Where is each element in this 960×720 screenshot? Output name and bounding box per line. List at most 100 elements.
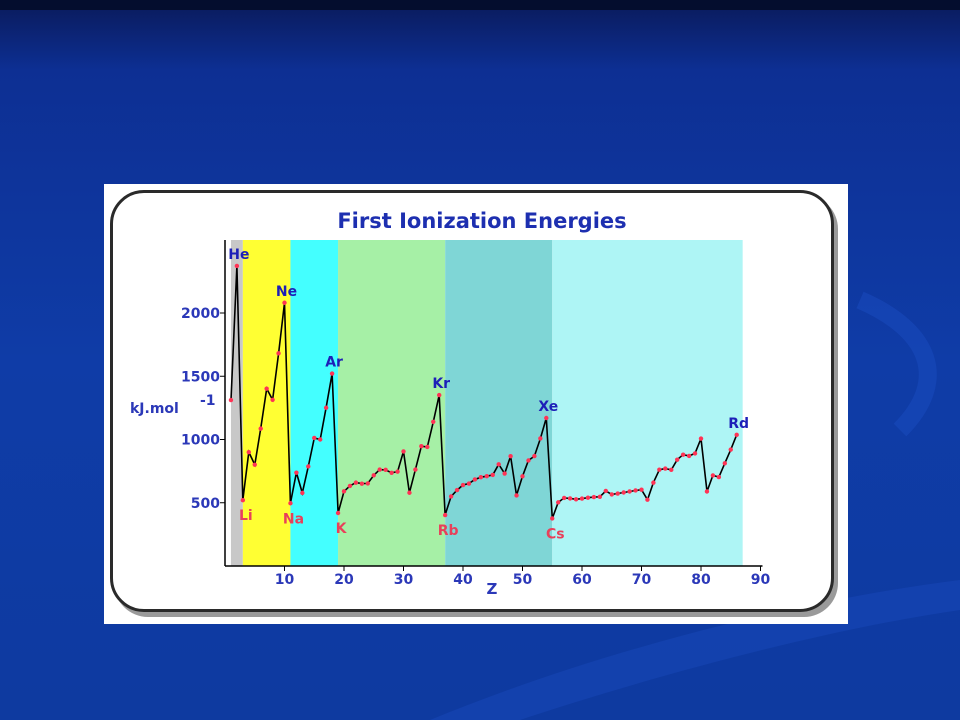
data-point-27	[383, 467, 388, 473]
data-point-1	[228, 397, 234, 403]
data-point-11	[288, 501, 293, 506]
data-point-74	[663, 466, 668, 471]
x-tick-label-60: 60	[572, 572, 592, 588]
data-point-37	[442, 512, 448, 518]
data-point-75	[669, 467, 674, 473]
data-point-8	[270, 397, 275, 402]
data-point-81	[704, 489, 710, 494]
data-point-56	[556, 500, 561, 505]
element-label-li: Li	[239, 508, 253, 524]
data-point-18	[329, 371, 335, 376]
x-tick-label-80: 80	[691, 572, 711, 588]
data-point-76	[675, 457, 680, 462]
data-point-44	[484, 473, 489, 479]
band-1	[242, 240, 291, 566]
element-label-rd: Rd	[728, 416, 749, 432]
data-point-49	[514, 493, 519, 498]
data-point-47	[502, 471, 507, 476]
data-point-55	[550, 516, 555, 521]
data-point-4	[246, 449, 251, 455]
data-point-5	[252, 462, 257, 467]
element-label-cs: Cs	[546, 526, 565, 542]
data-point-53	[538, 436, 543, 441]
y-tick-label-1500: 1500	[181, 369, 220, 385]
data-point-21	[347, 483, 353, 489]
data-point-67	[621, 490, 626, 495]
data-point-83	[716, 474, 722, 480]
data-point-86	[734, 432, 739, 438]
data-point-15	[312, 435, 317, 441]
data-point-14	[306, 464, 311, 469]
data-point-64	[603, 488, 608, 494]
data-point-71	[645, 497, 650, 502]
data-point-62	[591, 494, 597, 500]
x-tick-label-20: 20	[334, 572, 354, 588]
ionization-energy-chart: First Ionization Energies 10 20 30 40 50 60 70…	[130, 209, 770, 598]
y-tick-label-500: 500	[191, 496, 220, 512]
x-tick-label-10: 10	[275, 572, 295, 588]
band-2	[290, 240, 339, 566]
element-label-k: K	[336, 521, 348, 537]
data-point-19	[335, 510, 341, 516]
data-point-28	[389, 470, 394, 475]
data-point-80	[698, 436, 704, 441]
data-point-84	[722, 461, 727, 466]
data-point-52	[532, 453, 537, 459]
y-tick-label-1000: 1000	[181, 433, 220, 449]
data-point-6	[258, 426, 263, 431]
data-point-54	[544, 415, 549, 421]
data-point-34	[425, 444, 430, 450]
data-point-66	[615, 491, 620, 496]
y-tick-label-2000: 2000	[181, 306, 220, 322]
element-label-rb: Rb	[438, 523, 459, 539]
data-point-60	[579, 496, 585, 501]
data-point-82	[710, 473, 716, 478]
x-tick-label-40: 40	[453, 572, 473, 588]
tick-labels: 10 20 30 40 50 60 70 80 90 500 1000 1500 2000	[181, 306, 770, 588]
data-point-23	[359, 481, 365, 486]
data-point-79	[692, 451, 698, 456]
data-point-31	[407, 490, 412, 495]
data-point-7	[264, 386, 269, 391]
data-point-26	[377, 467, 382, 472]
data-point-35	[431, 419, 436, 424]
data-point-59	[573, 497, 579, 502]
data-point-72	[651, 480, 656, 485]
band-3	[338, 240, 446, 566]
data-point-78	[686, 453, 692, 459]
data-point-42	[472, 477, 478, 482]
data-point-12	[294, 470, 299, 475]
data-point-30	[401, 449, 406, 454]
x-axis-label: Z	[487, 580, 498, 598]
data-point-36	[437, 392, 442, 398]
data-point-85	[728, 447, 733, 452]
data-point-22	[353, 480, 359, 485]
x-tick-label-70: 70	[632, 572, 652, 588]
data-point-10	[282, 300, 287, 305]
data-point-3	[240, 498, 246, 503]
axes	[220, 240, 763, 571]
x-tick-label-90: 90	[751, 572, 771, 588]
data-point-25	[371, 473, 376, 478]
data-point-45	[490, 472, 495, 478]
data-point-57	[561, 495, 567, 501]
data-point-63	[597, 494, 603, 500]
data-point-51	[526, 458, 531, 463]
slide-top-bar	[0, 0, 960, 10]
data-point-9	[276, 351, 281, 356]
band-5	[552, 240, 743, 566]
data-point-48	[508, 453, 513, 459]
data-point-41	[466, 481, 472, 486]
x-tick-label-30: 30	[394, 572, 414, 588]
data-series	[228, 263, 739, 521]
data-point-73	[657, 467, 662, 472]
data-point-50	[520, 474, 525, 479]
element-labels: He Ne Ar Kr Xe Rd Li Na K Rb Cs	[228, 247, 749, 542]
chart-title: First Ionization Energies	[337, 209, 626, 233]
data-point-77	[680, 452, 686, 457]
y-axis-label-superscript: -1	[200, 393, 216, 409]
chart-panel: First Ionization Energies 10 20 30 40 50 60 70…	[104, 184, 848, 624]
element-label-kr: Kr	[432, 376, 450, 392]
data-point-39	[454, 487, 460, 493]
data-point-58	[567, 496, 573, 501]
